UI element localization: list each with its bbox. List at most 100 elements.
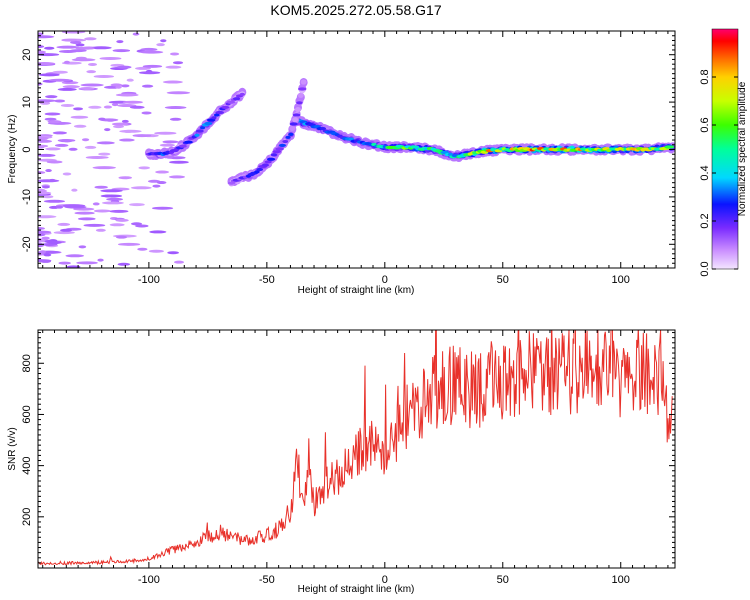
spectrogram-ridge-core [292,113,301,117]
spectrogram-noise-speckle [75,43,85,47]
spectrogram-noise-speckle [115,85,122,89]
spectrogram-noise-speckle [58,261,71,265]
spectrogram-x-tick-label: -100 [138,274,160,286]
spectrogram-ridge-core [297,87,307,91]
spectrogram-noise-speckle [98,152,111,156]
spectrogram-noise-speckle [84,37,97,41]
spectrogram-noise-speckle [95,228,106,232]
spectrogram-noise-speckle [38,259,52,263]
spectrogram-noise-speckle [132,32,140,36]
spectrogram-noise-speckle [90,46,112,50]
spectrogram-ridge-core [178,144,187,148]
spectrogram-noise-speckle [121,84,130,88]
spectrogram-ridge-cell [292,117,299,123]
spectrogram-noise-speckle [38,215,57,219]
spectrogram-ridge-cell [297,92,304,98]
spectrogram-noise-speckle [66,265,81,268]
snr-x-axis-title: Height of straight line (km) [298,584,415,595]
spectrogram-noise-speckle [142,64,163,68]
spectrogram-noise-speckle [52,70,68,74]
spectrogram-noise-speckle [138,166,151,170]
snr-x-tick-label: 0 [382,574,388,586]
spectrogram-noise-speckle [85,155,109,159]
spectrogram-noise-speckle [38,139,53,143]
spectrogram-noise-speckle [45,147,61,151]
spectrogram-noise-speckle [38,179,60,183]
spectrogram-ridge-core [285,135,291,139]
spectrogram-ridge-core [668,145,675,149]
spectrogram-x-axis-title: Height of straight line (km) [298,285,415,296]
spectrogram-ridge-core [319,126,327,131]
colorbar-axes: 0.0 0.2 0.4 0.6 0.8 [699,28,739,277]
spectrogram-noise-speckle [60,103,75,107]
spectrogram-noise-speckle [52,131,68,135]
spectrogram-noise-speckle [100,194,123,198]
spectrogram-noise-speckle [44,117,57,121]
spectrogram-noise-speckle [61,31,86,34]
spectrogram-noise-speckle [75,46,95,50]
spectrogram-noise-speckle [43,253,52,257]
spectrogram-noise-speckle [80,83,104,87]
spectrogram-noise-speckle [47,241,62,245]
spectrogram-noise-speckle [118,176,132,180]
spectrogram-noise-speckle [130,222,143,226]
spectrogram-noise-speckle [38,35,55,39]
spectrogram-noise-speckle [119,138,135,142]
spectrogram-ridge-core [194,133,200,137]
spectrogram-ridge-cell [300,79,307,85]
spectrogram-noise-speckle [169,117,182,121]
spectrogram-noise-speckle [93,209,111,213]
colorbar-tick-label: 0.8 [699,69,711,84]
spectrogram-noise-speckle [83,223,106,227]
spectrogram-noise-speckle [129,203,145,207]
spectrogram-noise-speckle [38,73,60,77]
spectrogram-noise-speckle [111,103,119,107]
spectrogram-noise-speckle [62,85,80,89]
spectrogram-noise-speckle [167,251,179,255]
spectrogram-ridge-core [296,101,303,105]
spectrogram-x-tick-label: 100 [612,274,630,286]
spectrogram-noise-speckle [78,245,87,249]
spectrogram-noise-speckle [122,100,143,104]
spectrogram-noise-speckle [117,242,141,246]
spectrogram-noise-speckle [88,105,102,109]
spectrogram-y-tick-label: -10 [21,189,33,205]
spectrogram-noise-speckle [38,99,56,103]
spectrogram-noise-speckle [41,236,50,240]
spectrogram-noise-speckle [148,249,164,253]
spectrogram-noise-speckle [159,143,175,147]
spectrogram-noise-speckle [38,226,45,230]
spectrogram-ridge-core [226,100,236,104]
spectrogram-ridge-core [232,97,241,101]
spectrogram-noise-speckle [126,78,134,82]
spectrogram-noise-speckle [140,47,158,51]
spectrogram-noise-speckle [129,105,145,109]
chart-title: KOM5.2025.272.05.58.G17 [270,2,441,18]
spectrogram-noise-speckle [96,141,115,145]
spectrogram-ridge-core [447,152,453,156]
spectrogram-noise-speckle [63,60,71,64]
spectrogram-noise-speckle [101,201,124,205]
snr-y-tick-label: 400 [21,456,33,474]
spectrogram-noise-speckle [42,185,50,189]
spectrogram-noise-speckle [73,107,84,111]
spectrogram-noise-speckle [138,71,161,75]
spectrogram-noise-speckle [68,147,78,151]
snr-x-tick-label: -50 [259,574,275,586]
spectrogram-noise-speckle [164,106,187,110]
snr-y-tick-label: 800 [21,354,33,372]
spectrogram-noise-speckle [38,153,56,157]
spectrogram-noise-speckle [100,189,123,193]
spectrogram-noise-speckle [94,185,108,189]
spectrogram-noise-speckle [117,104,137,108]
spectrogram-noise-speckle [44,112,61,116]
spectrogram-noise-speckle [39,250,47,254]
colorbar-tick-label: 0.4 [699,165,711,180]
spectrogram-noise-speckle [162,80,183,84]
colorbar-title: Normalized spectral amplitude [737,81,748,216]
spectrogram-noise-speckle [47,120,62,124]
spectrogram-noise-speckle [48,178,56,182]
spectrogram-ridge-cell [294,106,301,113]
spectrogram-noise-speckle [98,117,106,121]
